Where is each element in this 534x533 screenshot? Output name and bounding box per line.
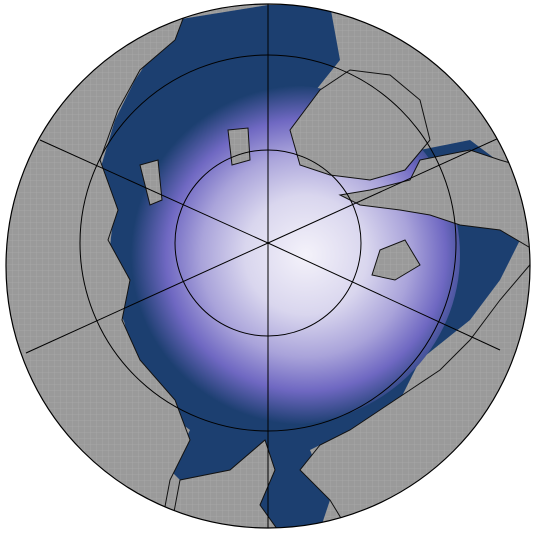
graticule (25, 4, 511, 528)
map-border (5, 3, 531, 529)
